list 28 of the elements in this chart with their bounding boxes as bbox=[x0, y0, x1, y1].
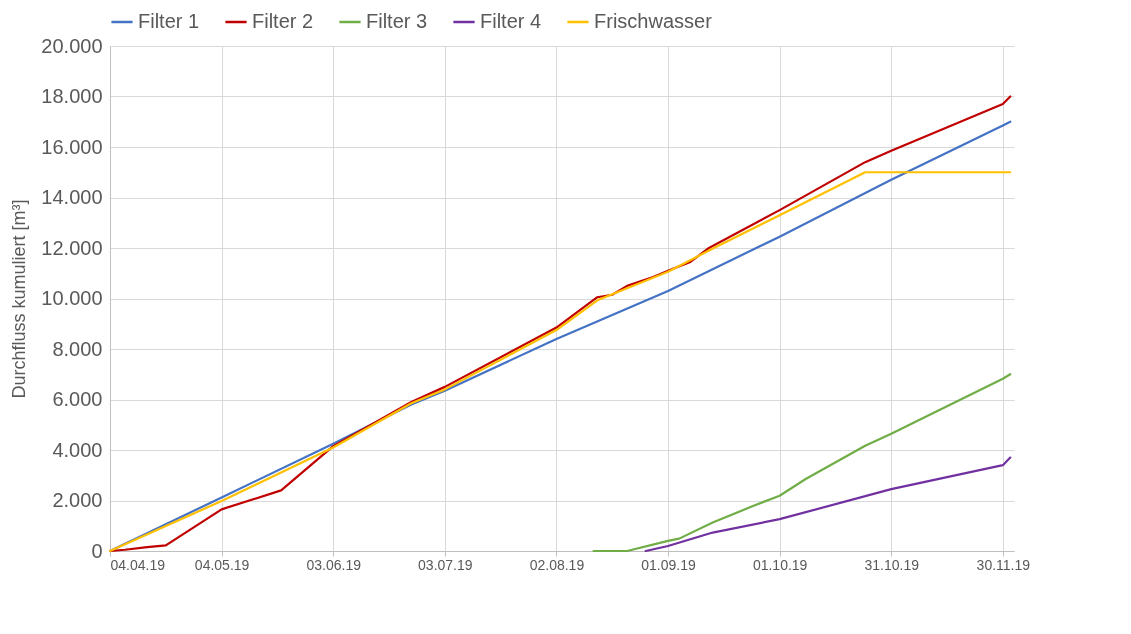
y-tick-label: 0 bbox=[91, 539, 103, 562]
y-tick-label: 12.000 bbox=[41, 236, 103, 259]
y-tick-label: 2.000 bbox=[52, 489, 103, 511]
x-tick-label: 03.07.19 bbox=[418, 556, 473, 573]
x-tick-label: 04.05.19 bbox=[194, 556, 250, 573]
y-tick-label: 18.000 bbox=[41, 85, 103, 107]
line-series bbox=[644, 456, 1012, 553]
x-tick-label: 30.11.19 bbox=[976, 556, 1031, 573]
line-series bbox=[592, 373, 1012, 553]
y-tick-label: 4.000 bbox=[52, 438, 103, 461]
x-tick-label: 04.04.19 bbox=[110, 556, 166, 573]
legend-label: Frischwasser bbox=[594, 10, 713, 32]
x-tick-label: 01.09.19 bbox=[641, 556, 696, 573]
y-tick-label: 16.000 bbox=[41, 135, 103, 158]
y-tick-label: 10.000 bbox=[41, 287, 103, 309]
y-axis-title: Durchfluss kumuliert [m³] bbox=[9, 199, 30, 399]
legend-label: Filter 4 bbox=[480, 10, 542, 32]
x-tick-label: 01.10.19 bbox=[752, 556, 808, 573]
x-tick-label: 03.06.19 bbox=[306, 556, 362, 573]
legend-label: Filter 3 bbox=[366, 10, 428, 32]
y-tick-label: 8.000 bbox=[52, 337, 103, 360]
x-tick-label: 31.10.19 bbox=[864, 556, 920, 573]
legend-label: Filter 2 bbox=[252, 10, 314, 32]
y-tick-label: 14.000 bbox=[41, 186, 103, 208]
y-tick-label: 20.000 bbox=[41, 34, 103, 57]
legend-label: Filter 1 bbox=[138, 10, 200, 32]
y-tick-label: 6.000 bbox=[52, 388, 103, 410]
x-tick-label: 02.08.19 bbox=[529, 556, 585, 573]
